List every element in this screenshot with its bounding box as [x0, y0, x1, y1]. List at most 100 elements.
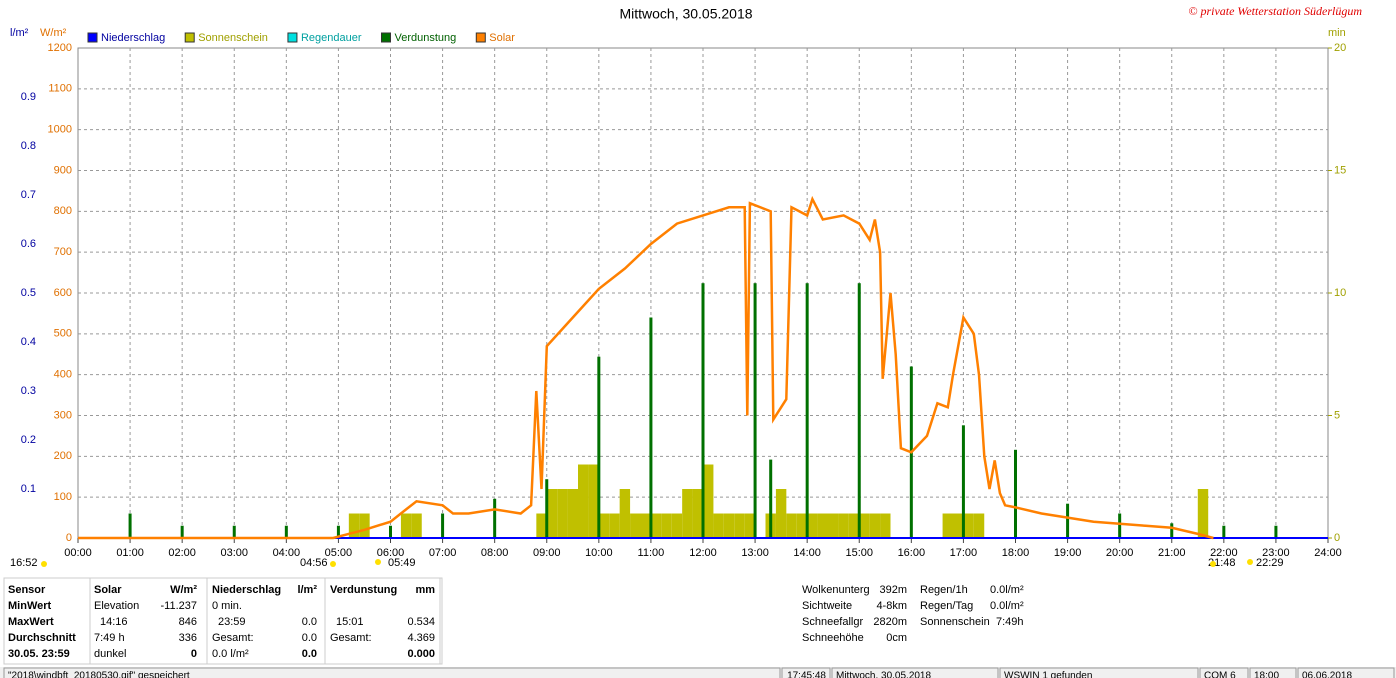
info-label: Regen/1h: [920, 584, 968, 596]
status-cell: [1199, 667, 1249, 678]
sun-marker: [375, 559, 381, 565]
bar: [961, 425, 965, 538]
stats-cell: 336: [179, 632, 197, 644]
x-tick-label: 07:00: [429, 547, 457, 559]
y2-tick-label: 100: [54, 491, 72, 503]
stats-cell: 0 min.: [212, 600, 242, 612]
x-tick-label: 15:00: [845, 547, 873, 559]
x-tick-label: 11:00: [638, 547, 665, 559]
bar: [753, 283, 757, 538]
stats-cell: Gesamt:: [212, 632, 254, 644]
status-text: Mittwoch, 30.05.2018: [836, 671, 931, 678]
bar: [557, 489, 568, 538]
stats-cell: Sensor: [8, 584, 46, 596]
line: [78, 195, 1214, 540]
status-cell: [999, 667, 1199, 678]
bar: [578, 464, 589, 538]
x-tick-label: 14:00: [793, 547, 821, 559]
stats-cell: Niederschlag: [212, 584, 281, 596]
y3-tick-label: 5: [1334, 409, 1340, 421]
bar: [493, 498, 497, 538]
info-label: Sichtweite: [802, 600, 852, 612]
y3-tick-label: 10: [1334, 287, 1346, 299]
bar: [963, 513, 974, 538]
stats-cell: MaxWert: [8, 616, 54, 628]
stats-cell: 0.0: [302, 632, 317, 644]
bar: [953, 513, 964, 538]
time-label: 22:29: [1256, 557, 1284, 569]
y-tick-label: 0.9: [21, 91, 36, 103]
x-tick-label: 04:00: [273, 547, 301, 559]
bar: [284, 525, 288, 538]
sun-marker: [41, 561, 47, 567]
bar: [649, 317, 653, 538]
x-tick-label: 12:00: [689, 547, 717, 559]
bar: [703, 464, 714, 538]
x-tick-label: 24:00: [1314, 547, 1342, 559]
status-bar: [0, 667, 1396, 678]
info-label: Regen/Tag: [920, 600, 973, 612]
bar: [942, 513, 953, 538]
y-tick-label: 0.3: [21, 385, 36, 397]
sun-marker: [1247, 559, 1253, 565]
y2-tick-label: 1000: [48, 124, 72, 136]
legend-label: Sonnenschein: [198, 32, 268, 44]
bar: [869, 513, 881, 538]
y2-tick-label: 600: [54, 287, 72, 299]
status-text: COM 6: [1204, 671, 1236, 678]
bar: [400, 513, 412, 538]
stats-cell: 0.0 l/m²: [212, 648, 249, 660]
y2-tick-label: 1100: [48, 83, 72, 95]
stats-cell: Durchschnitt: [8, 632, 76, 644]
info-value: 4-8km: [876, 600, 907, 612]
info-label: Sonnenschein: [920, 616, 990, 628]
bar: [598, 513, 610, 538]
x-tick-label: 03:00: [220, 547, 248, 559]
x-tick-label: 06:00: [377, 547, 405, 559]
bar: [805, 283, 809, 538]
y-tick-label: 0.5: [21, 287, 36, 299]
x-tick-label: 02:00: [168, 547, 196, 559]
bar: [546, 489, 558, 538]
x-tick-label: 23:00: [1262, 547, 1290, 559]
bar: [1118, 513, 1122, 538]
bar: [630, 513, 641, 538]
x-tick-label: 10:00: [585, 547, 613, 559]
bar: [857, 283, 861, 538]
legend-swatch: [287, 32, 298, 43]
stats-cell: 4.369: [407, 632, 435, 644]
y-tick-label: 0.4: [21, 336, 36, 348]
x-tick-label: 00:00: [64, 547, 92, 559]
y3-tick-label: 0: [1334, 532, 1340, 544]
bar: [973, 513, 985, 538]
bar: [734, 513, 745, 538]
x-tick-label: 20:00: [1106, 547, 1134, 559]
bar: [545, 479, 549, 538]
bar: [1197, 489, 1209, 538]
time-label: 16:52: [10, 557, 38, 569]
time-label: 05:49: [388, 557, 416, 569]
bar: [348, 513, 360, 538]
bar: [619, 489, 631, 538]
bar: [786, 513, 797, 538]
bar: [536, 513, 547, 538]
y2-tick-label: 0: [66, 532, 72, 544]
bar: [597, 356, 601, 538]
info-label: Schneehöhe: [802, 632, 864, 644]
info-value: 2820m: [873, 616, 907, 628]
y2-tick-label: 200: [54, 450, 72, 462]
stats-cell: 0.000: [407, 648, 435, 660]
stats-cell: 7:49 h: [94, 632, 125, 644]
bar: [359, 513, 370, 538]
bar: [609, 513, 620, 538]
y2-tick-label: 400: [54, 369, 72, 381]
stats-cell: 30.05. 23:59: [8, 648, 70, 660]
info-label: Wolkenunterg: [802, 584, 870, 596]
info-value: 392m: [879, 584, 907, 596]
sun-marker: [330, 561, 336, 567]
bar: [769, 459, 773, 538]
x-tick-label: 08:00: [481, 547, 509, 559]
stats-cell: 846: [179, 616, 197, 628]
legend-swatch: [475, 32, 486, 43]
